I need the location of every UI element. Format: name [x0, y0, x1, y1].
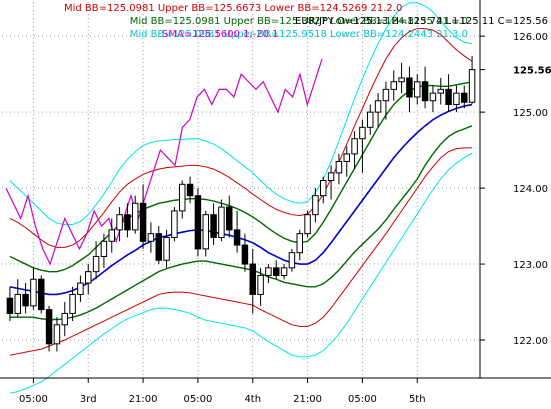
candle-down: [45, 309, 53, 345]
candle-up: [453, 92, 460, 106]
current-price-label: 125.56: [513, 66, 551, 77]
candle-up: [327, 172, 335, 182]
candle-up: [374, 100, 382, 113]
candle-down: [249, 263, 256, 295]
candle-up: [351, 138, 358, 155]
candle-up: [414, 81, 421, 98]
upper-bb-3-line: [9, 2, 473, 226]
candle-up: [116, 214, 123, 231]
candle-up: [296, 233, 303, 254]
time-label: 05:00: [19, 394, 48, 405]
candle-up: [280, 267, 288, 276]
candle-up: [320, 180, 327, 197]
time-label: 21:00: [293, 394, 322, 405]
candle-up: [335, 161, 343, 174]
candle-down: [461, 92, 468, 103]
price-label: 124.00: [513, 184, 548, 195]
candle-up: [85, 271, 92, 284]
candle-up: [218, 206, 225, 238]
candle-down: [445, 88, 452, 106]
candle-up: [53, 324, 61, 345]
indicator-legend-line: Mid BB=125.0981 Upper BB=125.6673 Lower …: [64, 3, 402, 14]
price-label: 126.00: [513, 32, 548, 43]
candle-up: [265, 267, 272, 276]
indicator-legend-line: Mid BB=125.0981 Upper BB=125.3827 Lower …: [130, 16, 468, 27]
candle-up: [108, 229, 115, 242]
candle-up: [437, 88, 444, 94]
indicator-lines: [5, 2, 473, 394]
candle-up: [382, 88, 390, 102]
candle-down: [186, 183, 194, 197]
candle-down: [421, 81, 429, 102]
indicator-legend-line: Mid BB=125.0981 Upper BB=125.9518 Lower …: [130, 29, 468, 40]
candle-up: [163, 236, 170, 261]
candle-up: [390, 81, 397, 90]
candle-down: [124, 214, 131, 231]
candle-up: [398, 77, 405, 83]
time-label: 21:00: [129, 394, 158, 405]
time-label: 05:00: [348, 394, 377, 405]
time-label: 05:00: [184, 394, 213, 405]
candle-up: [429, 92, 437, 102]
candle-up: [14, 293, 21, 314]
candle-down: [155, 233, 162, 261]
lower-bb-2-line: [9, 147, 473, 356]
candle-down: [194, 195, 202, 250]
time-label: 5th: [409, 394, 426, 405]
candle-up: [92, 255, 100, 273]
candle-down: [139, 202, 147, 242]
candle-up: [179, 183, 186, 212]
candle-down: [241, 244, 249, 265]
candle-up: [468, 69, 476, 103]
candle-down: [22, 293, 29, 307]
candle-down: [273, 267, 280, 276]
mid-bb-line: [9, 103, 473, 296]
candle-up: [61, 312, 68, 326]
gridlines: [2, 2, 479, 375]
candle-up: [304, 214, 311, 235]
candle-up: [202, 214, 209, 250]
time-label: 3rd: [80, 394, 97, 405]
candle-up: [257, 274, 264, 295]
lower-bb-3-line: [9, 152, 473, 394]
candle-up: [77, 282, 84, 295]
lower-bb-1-line: [9, 125, 473, 321]
candle-down: [6, 297, 14, 314]
upper-bb-1-line: [9, 81, 473, 273]
candle-up: [100, 240, 108, 257]
price-label: 125.00: [513, 108, 548, 119]
candle-up: [343, 153, 350, 163]
candlesticks: [6, 55, 476, 352]
candle-up: [171, 210, 178, 238]
indicator-legend: Mid BB=125.0981 Upper BB=125.6673 Lower …: [64, 3, 548, 40]
candle-up: [132, 202, 139, 231]
ohlc-readout: EUR/JPY O=125.13 H=125.74 L=125.11 C=125…: [295, 16, 548, 27]
candle-down: [38, 278, 45, 311]
candle-down: [226, 206, 233, 231]
price-label: 122.00: [513, 336, 548, 347]
candle-up: [147, 233, 155, 242]
candle-down: [406, 77, 413, 98]
indicator-legend-line: SMA=125.5600 1,-20.1: [162, 29, 279, 40]
candle-up: [312, 195, 319, 216]
candle-up: [30, 278, 37, 307]
sma-line: [5, 58, 323, 266]
candle-down: [210, 214, 217, 238]
candle-up: [288, 252, 296, 269]
candle-up: [69, 293, 76, 314]
price-label: 123.00: [513, 260, 548, 271]
candle-down: [233, 229, 241, 246]
time-label: 4th: [244, 394, 261, 405]
candle-up: [367, 111, 374, 128]
candle-up: [359, 126, 366, 140]
